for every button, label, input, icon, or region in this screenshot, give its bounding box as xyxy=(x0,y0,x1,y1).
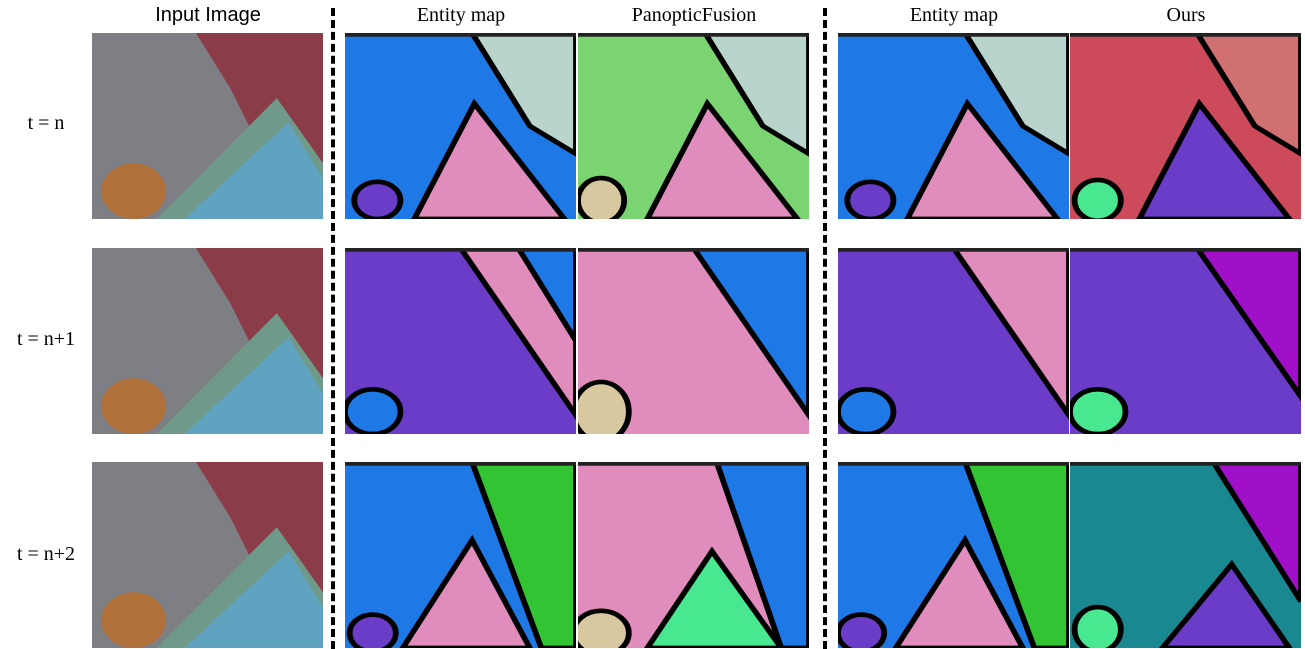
figure: Input Image Entity map PanopticFusion En… xyxy=(0,0,1305,649)
region xyxy=(101,378,166,434)
region xyxy=(838,615,884,648)
region xyxy=(345,389,400,434)
region xyxy=(1075,180,1121,219)
input-image xyxy=(92,248,323,434)
separator xyxy=(331,8,335,649)
segmentation-map xyxy=(578,462,809,648)
column-header: PanopticFusion xyxy=(578,4,810,27)
region xyxy=(578,611,629,648)
window-bar xyxy=(578,33,809,37)
window-bar xyxy=(1070,33,1301,37)
window-bar xyxy=(838,248,1069,252)
window-bar xyxy=(345,248,576,252)
segmentation-map xyxy=(345,248,576,434)
region xyxy=(578,178,624,219)
segmentation-map xyxy=(578,248,809,434)
segmentation-map xyxy=(578,33,809,219)
window-bar xyxy=(838,33,1069,37)
segmentation-map xyxy=(1070,248,1301,434)
input-image xyxy=(92,33,323,219)
row-label: t = n xyxy=(0,112,92,135)
region xyxy=(350,615,396,648)
region xyxy=(1075,607,1121,648)
column-header: Entity map xyxy=(838,4,1070,27)
segmentation-map xyxy=(838,33,1069,219)
region xyxy=(1070,389,1125,434)
column-header: Entity map xyxy=(345,4,577,27)
segmentation-map xyxy=(345,462,576,648)
region xyxy=(101,163,166,219)
segmentation-map xyxy=(1070,33,1301,219)
column-header: Ours xyxy=(1070,4,1302,27)
region xyxy=(847,182,893,219)
row-label: t = n+2 xyxy=(0,543,92,566)
column-header: Input Image xyxy=(92,4,324,27)
segmentation-map xyxy=(838,462,1069,648)
window-bar xyxy=(578,462,809,466)
region xyxy=(838,389,893,434)
region xyxy=(578,382,629,434)
window-bar xyxy=(1070,248,1301,252)
window-bar xyxy=(345,462,576,466)
window-bar xyxy=(838,462,1069,466)
segmentation-map xyxy=(345,33,576,219)
row-label: t = n+1 xyxy=(0,328,92,351)
segmentation-map xyxy=(838,248,1069,434)
region xyxy=(101,592,166,648)
segmentation-map xyxy=(1070,462,1301,648)
window-bar xyxy=(578,248,809,252)
input-image xyxy=(92,462,323,648)
separator xyxy=(823,8,827,649)
window-bar xyxy=(345,33,576,37)
window-bar xyxy=(1070,462,1301,466)
region xyxy=(354,182,400,219)
